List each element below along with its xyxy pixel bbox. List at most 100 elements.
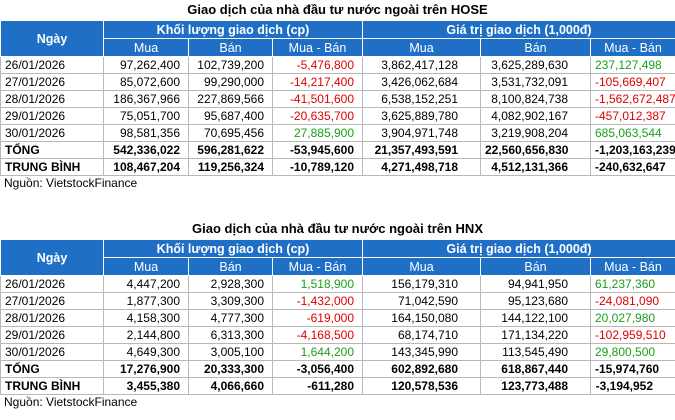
- cell: 4,649,300: [103, 343, 189, 361]
- cell: 237,127,498: [589, 56, 675, 74]
- row-label: TRUNG BÌNH: [0, 377, 104, 395]
- cell: 22,560,656,830: [480, 141, 591, 159]
- row-label: 30/01/2026: [0, 343, 104, 361]
- row-label: 26/01/2026: [0, 275, 104, 293]
- column-header: Mua: [103, 257, 189, 276]
- cell: 27,885,900: [272, 124, 363, 142]
- cell: 3,219,908,204: [480, 124, 591, 142]
- cell: 618,867,440: [480, 360, 591, 378]
- cell: 1,644,200: [272, 343, 363, 361]
- row-label: 29/01/2026: [0, 326, 104, 344]
- date-header: Ngày: [0, 239, 104, 276]
- cell: 171,134,220: [480, 326, 591, 344]
- data-row: 26/01/2026 97,262,400 102,739,200 -5,476,80…: [0, 56, 675, 74]
- cell: -15,974,760: [589, 360, 675, 378]
- cell: -1,203,163,239: [589, 141, 675, 159]
- cell: 3,309,300: [188, 292, 273, 310]
- table-title: Giao dịch của nhà đầu tư nước ngoài trên…: [187, 2, 488, 17]
- table-block: Giao dịch của nhà đầu tư nước ngoài trên…: [0, 219, 675, 410]
- cell: 95,687,400: [188, 107, 273, 125]
- column-header: Bán: [188, 257, 273, 276]
- summary-row: TRUNG BÌNH 3,455,380 4,066,660 -611,280 120,…: [0, 377, 675, 395]
- cell: -611,280: [272, 377, 363, 395]
- cell: 4,512,131,366: [480, 158, 591, 176]
- column-header: Mua - Bán: [272, 257, 363, 276]
- table-header: Ngày Khối lượng giao dịch (cp) Giá trị gia…: [0, 239, 675, 276]
- cell: 144,122,100: [480, 309, 591, 327]
- cell: 3,455,380: [103, 377, 189, 395]
- cell: -240,632,647: [589, 158, 675, 176]
- column-header: Mua - Bán: [589, 257, 675, 276]
- cell: 97,262,400: [103, 56, 189, 74]
- cell: 85,072,600: [103, 73, 189, 91]
- summary-row: TỔNG 542,336,022 596,281,622 -53,945,600 21,…: [0, 141, 675, 159]
- summary-row: TRUNG BÌNH 108,467,204 119,256,324 -10,789,…: [0, 158, 675, 176]
- source-note: Nguồn: VietstockFinance: [4, 395, 138, 409]
- column-header: Mua - Bán: [272, 38, 363, 57]
- cell: 685,063,544: [589, 124, 675, 142]
- data-row: 26/01/2026 4,447,200 2,928,300 1,518,900 156…: [0, 275, 675, 293]
- row-label: 29/01/2026: [0, 107, 104, 125]
- cell: 596,281,622: [188, 141, 273, 159]
- cell: -4,168,500: [272, 326, 363, 344]
- cell: -3,056,400: [272, 360, 363, 378]
- cell: 75,051,700: [103, 107, 189, 125]
- cell: 4,447,200: [103, 275, 189, 293]
- cell: -3,194,952: [589, 377, 675, 395]
- column-header: Mua: [103, 38, 189, 57]
- cell: -102,959,510: [589, 326, 675, 344]
- data-row: 27/01/2026 85,072,600 99,290,000 -14,217,40…: [0, 73, 675, 91]
- cell: -105,669,407: [589, 73, 675, 91]
- cell: 113,545,490: [480, 343, 591, 361]
- cell: -1,432,000: [272, 292, 363, 310]
- row-label: 28/01/2026: [0, 90, 104, 108]
- cell: 6,538,152,251: [362, 90, 481, 108]
- date-header: Ngày: [0, 20, 104, 57]
- cell: 4,158,300: [103, 309, 189, 327]
- cell: 21,357,493,591: [362, 141, 481, 159]
- cell: 20,333,300: [188, 360, 273, 378]
- row-label: TỔNG: [0, 141, 104, 159]
- cell: -619,000: [272, 309, 363, 327]
- table-body: 26/01/2026 4,447,200 2,928,300 1,518,900 156…: [0, 275, 675, 395]
- row-label: 30/01/2026: [0, 124, 104, 142]
- column-header: Mua: [362, 38, 481, 57]
- cell: 1,877,300: [103, 292, 189, 310]
- source-note: Nguồn: VietstockFinance: [4, 176, 138, 190]
- row-label: 27/01/2026: [0, 292, 104, 310]
- cell: 20,027,980: [589, 309, 675, 327]
- cell: 602,892,680: [362, 360, 481, 378]
- cell: 227,869,566: [188, 90, 273, 108]
- group-header: Giá trị giao dịch (1,000đ): [361, 20, 675, 39]
- table-header: Ngày Khối lượng giao dịch (cp) Giá trị gia…: [0, 20, 675, 57]
- cell: -53,945,600: [272, 141, 363, 159]
- cell: -14,217,400: [272, 73, 363, 91]
- summary-row: TỔNG 17,276,900 20,333,300 -3,056,400 602,89…: [0, 360, 675, 378]
- cell: -5,476,800: [272, 56, 363, 74]
- table-title: Giao dịch của nhà đầu tư nước ngoài trên…: [192, 221, 483, 236]
- data-row: 30/01/2026 4,649,300 3,005,100 1,644,200 143…: [0, 343, 675, 361]
- table-body: 26/01/2026 97,262,400 102,739,200 -5,476,80…: [0, 56, 675, 176]
- cell: 61,237,360: [589, 275, 675, 293]
- cell: 3,005,100: [188, 343, 273, 361]
- group-header: Giá trị giao dịch (1,000đ): [361, 239, 675, 258]
- row-label: TỔNG: [0, 360, 104, 378]
- column-header: Bán: [480, 38, 591, 57]
- cell: 164,150,080: [362, 309, 481, 327]
- row-label: 28/01/2026: [0, 309, 104, 327]
- column-header: Mua: [362, 257, 481, 276]
- data-row: 29/01/2026 2,144,800 6,313,300 -4,168,500 68…: [0, 326, 675, 344]
- cell: 17,276,900: [103, 360, 189, 378]
- cell: 70,695,456: [188, 124, 273, 142]
- cell: 4,271,498,718: [362, 158, 481, 176]
- cell: 120,578,536: [362, 377, 481, 395]
- cell: -1,562,672,487: [589, 90, 675, 108]
- cell: 119,256,324: [188, 158, 273, 176]
- cell: 3,625,889,780: [362, 107, 481, 125]
- cell: 71,042,590: [362, 292, 481, 310]
- data-row: 28/01/2026 186,367,966 227,869,566 -41,501,…: [0, 90, 675, 108]
- data-table: Ngày Khối lượng giao dịch (cp) Giá trị gia…: [0, 20, 675, 176]
- column-header: Bán: [188, 38, 273, 57]
- column-header: Bán: [480, 257, 591, 276]
- row-label: TRUNG BÌNH: [0, 158, 104, 176]
